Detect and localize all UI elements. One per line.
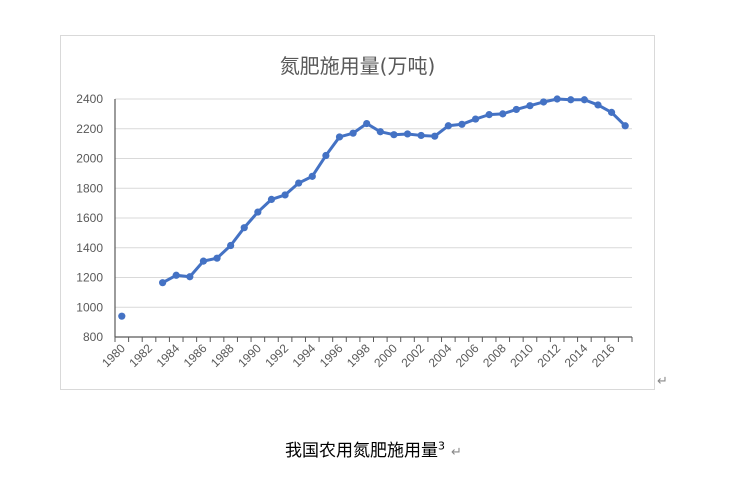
data-point — [349, 129, 357, 137]
x-tick-label: 2014 — [562, 341, 591, 370]
y-tick-label: 2400 — [76, 92, 103, 106]
data-point — [567, 96, 575, 104]
data-point — [281, 191, 289, 199]
series-line — [161, 97, 627, 285]
x-tick-label: 2002 — [398, 341, 427, 370]
chart-title: 氮肥施用量(万吨) — [279, 54, 436, 78]
x-tick-label: 1986 — [181, 341, 210, 370]
chart-container: 氮肥施用量(万吨) — [60, 35, 655, 390]
data-point — [417, 131, 425, 140]
y-tick-label: 2200 — [76, 122, 103, 136]
data-point — [254, 208, 262, 216]
data-point — [240, 224, 248, 232]
data-point — [526, 102, 534, 110]
y-tick-label: 2000 — [76, 152, 103, 166]
data-point — [485, 111, 493, 119]
data-point — [499, 110, 507, 118]
data-point — [295, 179, 303, 187]
data-point — [390, 131, 398, 139]
data-point — [594, 101, 602, 109]
data-point — [199, 257, 208, 265]
x-tick-label: 2008 — [480, 341, 509, 370]
x-tick-label: 1996 — [317, 341, 346, 370]
data-point — [267, 195, 276, 204]
x-tick-label: 1982 — [126, 341, 155, 370]
data-point — [227, 241, 235, 250]
paragraph-mark: ↵ — [657, 374, 668, 389]
x-tick-label: 2004 — [426, 341, 455, 370]
data-point — [512, 105, 520, 114]
data-point — [580, 96, 588, 104]
x-tick-label: 2006 — [453, 341, 482, 370]
caption-text: 我国农用氮肥施用量 — [285, 441, 439, 461]
y-tick-label: 1800 — [76, 181, 103, 195]
data-point — [186, 273, 194, 281]
x-tick-label: 1980 — [99, 341, 128, 370]
data-point — [539, 98, 548, 106]
data-point — [553, 95, 561, 103]
data-point — [308, 172, 316, 180]
data-point — [431, 132, 439, 140]
data-point — [213, 254, 221, 262]
paragraph-mark: ↵ — [451, 445, 462, 460]
x-tick-label: 1988 — [208, 341, 237, 370]
x-tick-label: 2010 — [507, 341, 536, 370]
data-point — [403, 130, 412, 138]
figure-caption: 我国农用氮肥施用量3 ↵ — [0, 436, 747, 461]
x-tick-label: 1992 — [262, 341, 291, 370]
data-point — [322, 151, 330, 160]
data-point — [118, 312, 126, 320]
data-point — [444, 122, 452, 130]
y-tick-label: 1600 — [76, 211, 103, 225]
x-tick-label: 1990 — [235, 341, 264, 370]
y-tick-label: 1200 — [76, 271, 103, 285]
x-tick-label: 2016 — [589, 341, 618, 370]
y-tick-label: 1000 — [76, 300, 103, 314]
caption-footnote: 3 — [438, 439, 446, 453]
data-point — [607, 108, 616, 116]
x-tick-label: 1998 — [344, 341, 373, 370]
data-point — [159, 279, 167, 287]
data-point — [458, 120, 466, 128]
x-tick-label: 2000 — [371, 341, 400, 370]
data-point — [363, 119, 371, 128]
y-tick-label: 800 — [83, 330, 103, 344]
data-point — [471, 115, 480, 123]
data-point — [621, 122, 629, 130]
y-tick-label: 1400 — [76, 241, 103, 255]
x-tick-label: 2012 — [535, 341, 564, 370]
data-point — [335, 133, 344, 141]
data-point — [376, 128, 384, 136]
x-tick-label: 1984 — [154, 341, 183, 370]
x-tick-label: 1994 — [290, 341, 319, 370]
data-point — [172, 271, 180, 279]
